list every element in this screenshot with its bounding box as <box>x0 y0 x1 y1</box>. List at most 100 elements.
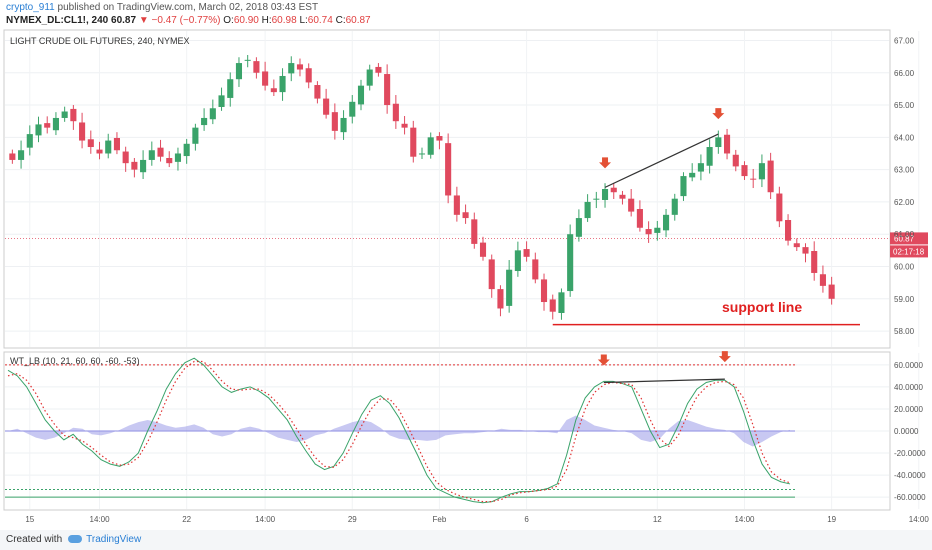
candle <box>305 68 312 83</box>
candle <box>619 194 626 199</box>
price-panel-title: LIGHT CRUDE OIL FUTURES, 240, NYMEX <box>10 36 190 46</box>
candle <box>35 124 42 136</box>
candle <box>314 85 321 99</box>
candle <box>758 163 765 180</box>
candle <box>715 137 722 148</box>
price-tick-label: 62.00 <box>894 198 915 207</box>
candle <box>218 95 225 107</box>
candle <box>471 219 478 244</box>
price-tag: 60.87 <box>894 234 915 243</box>
candle <box>532 259 539 280</box>
wt-histogram <box>8 415 790 447</box>
candle <box>732 154 739 167</box>
time-tick-label: 14:00 <box>734 515 755 524</box>
candle <box>741 165 748 177</box>
indicator-panel-title: WT_LB (10, 21, 60, 60, -60, -53) <box>10 356 140 366</box>
tradingview-link[interactable]: TradingView <box>86 534 142 545</box>
candle <box>558 292 565 313</box>
candle <box>9 153 16 160</box>
price-tick-label: 60.00 <box>894 263 915 272</box>
candle <box>785 220 792 241</box>
footer: Created with TradingView <box>0 530 932 550</box>
candle <box>270 88 277 93</box>
candle <box>340 117 347 133</box>
time-tick-label: 6 <box>524 515 529 524</box>
price-tick-label: 59.00 <box>894 295 915 304</box>
candle <box>689 172 696 178</box>
indicator-tick-label: 40.0000 <box>894 383 923 392</box>
tradingview-cloud-icon <box>68 535 83 544</box>
author-link[interactable]: crypto_911 <box>6 2 55 13</box>
candle <box>192 127 199 144</box>
chart-canvas[interactable]: 60.87 02:17:18 67.00 66.00 65.00 64.00 63.00 6… <box>0 28 932 530</box>
candle <box>235 63 243 80</box>
price-trend-line <box>604 133 719 188</box>
symbol-line: NYMEX_DL:CL1!, 240 60.87 ▼ −0.47 (−0.77%… <box>6 15 371 26</box>
indicator-tick-label: -40.0000 <box>894 471 926 480</box>
candle <box>375 66 382 73</box>
candle <box>44 123 51 128</box>
candle <box>662 214 670 231</box>
candle <box>262 71 269 86</box>
candle <box>593 198 600 200</box>
price-tick-label: 64.00 <box>894 133 915 142</box>
time-tick-label: 12 <box>653 515 662 524</box>
candle <box>776 193 783 222</box>
candle <box>671 198 678 215</box>
wt1-line <box>7 357 791 504</box>
candle <box>61 111 68 118</box>
candle <box>87 139 94 148</box>
candle <box>357 85 365 105</box>
candle <box>706 147 713 166</box>
candle <box>253 61 260 73</box>
countdown-tag: 02:17:18 <box>893 247 925 256</box>
time-tick-label: 14:00 <box>909 515 930 524</box>
candle <box>724 134 731 154</box>
price-tag-box <box>890 232 928 245</box>
candle <box>811 251 818 273</box>
candle <box>514 250 521 272</box>
time-tick-label: 29 <box>348 515 357 524</box>
candle <box>279 75 286 93</box>
candle <box>52 117 59 131</box>
candle <box>148 150 155 160</box>
candle <box>549 299 556 312</box>
candle <box>697 163 704 172</box>
candle <box>654 227 661 233</box>
candle <box>331 112 338 131</box>
countdown-tag-box <box>890 245 928 258</box>
candle <box>793 243 800 248</box>
candle <box>140 159 147 173</box>
indicator-tick-label: 60.0000 <box>894 361 923 370</box>
ohlc-values: O:60.90 H:60.98 L:60.74 C:60.87 <box>223 15 371 26</box>
candle <box>479 242 487 257</box>
down-triangle-icon: ▼ <box>138 15 149 26</box>
candle <box>183 143 190 157</box>
indicator-tick-label: -60.0000 <box>894 493 926 502</box>
price-tick-label: 66.00 <box>894 69 915 78</box>
candle <box>122 151 129 164</box>
candle <box>453 195 460 215</box>
candle <box>157 147 164 157</box>
candle <box>201 117 208 126</box>
last-price: 60.87 <box>111 15 137 26</box>
price-tick-label: 58.00 <box>894 327 915 336</box>
candle <box>296 64 304 70</box>
candle <box>828 284 835 299</box>
candle <box>384 74 391 106</box>
price-tick-label: 65.00 <box>894 101 915 110</box>
candle <box>113 137 120 151</box>
candle <box>410 127 417 157</box>
indicator-trend-line <box>603 378 725 384</box>
down-arrow-icon <box>599 157 612 169</box>
candle <box>427 137 434 155</box>
candle <box>523 249 530 257</box>
wt2-line <box>7 360 791 503</box>
candle <box>244 59 251 61</box>
down-arrow-icon <box>712 108 725 120</box>
candle <box>802 247 809 254</box>
candle <box>506 269 513 306</box>
candle <box>288 63 295 74</box>
candle <box>610 187 617 193</box>
candle <box>436 136 443 141</box>
